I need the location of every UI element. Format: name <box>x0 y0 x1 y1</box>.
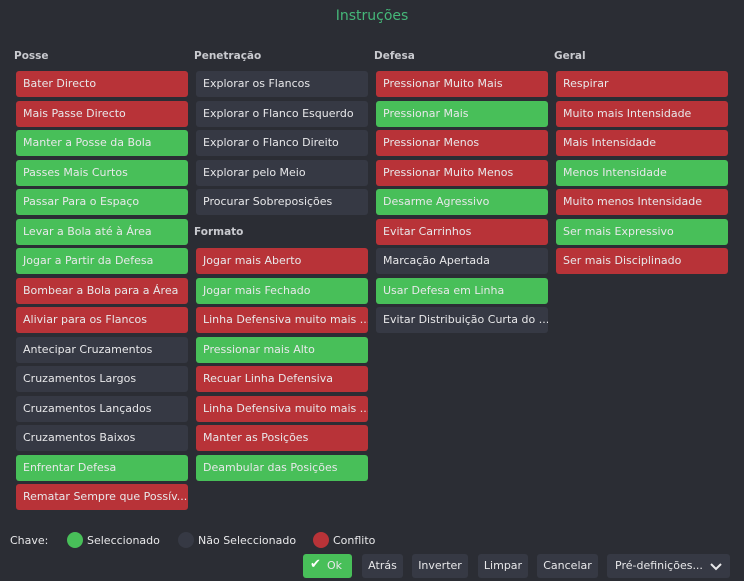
instruction-button[interactable]: Usar Defesa em Linha <box>376 277 548 304</box>
check-icon: ✔ <box>310 557 321 572</box>
instruction-button[interactable]: Menos Intensidade <box>556 159 728 186</box>
key-dot <box>313 532 329 548</box>
instruction-button[interactable]: Pressionar mais Alto <box>196 336 368 363</box>
key-dot <box>67 532 83 548</box>
instruction-button[interactable]: Mais Passe Directo <box>16 100 188 127</box>
instruction-button[interactable]: Mais Intensidade <box>556 130 728 156</box>
instruction-button[interactable]: Rematar Sempre que Possív... <box>16 484 188 510</box>
footer-button[interactable]: Pré-definições... <box>607 554 730 578</box>
instruction-button[interactable]: Evitar Distribuição Curta do ... <box>376 307 548 333</box>
instruction-button[interactable]: Aliviar para os Flancos <box>16 307 188 333</box>
instruction-button[interactable]: Cruzamentos Baixos <box>16 425 188 451</box>
instruction-button[interactable]: Bombear a Bola para a Área <box>16 277 188 304</box>
instruction-button[interactable]: Manter as Posições <box>196 425 368 451</box>
footer-button[interactable]: Limpar <box>478 554 528 578</box>
title: Instruções <box>335 8 409 24</box>
section-heading: Formato <box>194 225 244 238</box>
instruction-button[interactable]: Recuar Linha Defensiva <box>196 366 368 392</box>
instruction-button[interactable]: Muito menos Intensidade <box>556 189 728 215</box>
chevron <box>710 563 722 571</box>
instruction-button[interactable]: Ser mais Expressivo <box>556 218 728 245</box>
key-entry: Conflito <box>333 534 376 547</box>
instruction-button[interactable]: Pressionar Menos <box>376 130 548 156</box>
instruction-button[interactable]: Passes Mais Curtos <box>16 159 188 186</box>
instruction-button[interactable]: Levar a Bola até à Área <box>16 218 188 245</box>
instruction-button[interactable]: Procurar Sobreposições <box>196 189 368 215</box>
instruction-button[interactable]: Evitar Carrinhos <box>376 218 548 245</box>
instruction-button[interactable]: Passar Para o Espaço <box>16 189 188 215</box>
footer-button[interactable]: Ok <box>303 554 352 578</box>
footer-button[interactable]: Cancelar <box>537 554 598 578</box>
instruction-button[interactable]: Jogar a Partir da Defesa <box>16 248 188 274</box>
instruction-button[interactable]: Explorar pelo Meio <box>196 159 368 186</box>
instruction-button[interactable]: Linha Defensiva muito mais ... <box>196 307 368 333</box>
footer-button[interactable]: Inverter <box>412 554 468 578</box>
instruction-button[interactable]: Marcação Apertada <box>376 248 548 274</box>
instruction-button[interactable]: Respirar <box>556 71 728 97</box>
instruction-button[interactable]: Manter a Posse da Bola <box>16 130 188 156</box>
section-heading: Posse <box>14 50 49 62</box>
instruction-button[interactable]: Cruzamentos Largos <box>16 366 188 392</box>
instruction-button[interactable]: Jogar mais Aberto <box>196 248 368 274</box>
key-entry: Não Seleccionado <box>198 534 297 547</box>
instruction-button[interactable]: Pressionar Muito Menos <box>376 159 548 186</box>
instruction-button[interactable]: Desarme Agressivo <box>376 189 548 215</box>
section-heading: Geral <box>554 50 586 62</box>
key-dot <box>178 532 194 548</box>
instruction-button[interactable]: Deambular das Posições <box>196 454 368 481</box>
instruction-button[interactable]: Explorar o Flanco Esquerdo <box>196 100 368 127</box>
key-entry: Seleccionado <box>87 534 160 547</box>
instruction-button[interactable]: Linha Defensiva muito mais ... <box>196 395 368 422</box>
instruction-button[interactable]: Pressionar Muito Mais <box>376 71 548 97</box>
section-heading: Penetração <box>194 50 262 62</box>
key-label: Chave: <box>10 534 49 547</box>
instruction-button[interactable]: Pressionar Mais <box>376 100 548 127</box>
instruction-button[interactable]: Ser mais Disciplinado <box>556 248 728 274</box>
instruction-button[interactable]: Explorar o Flanco Direito <box>196 130 368 156</box>
instruction-button[interactable]: Jogar mais Fechado <box>196 277 368 304</box>
instruction-button[interactable]: Bater Directo <box>16 71 188 97</box>
footer-button[interactable]: Atrás <box>362 554 403 578</box>
instruction-button[interactable]: Enfrentar Defesa <box>16 454 188 481</box>
instruction-button[interactable]: Muito mais Intensidade <box>556 100 728 127</box>
instruction-button[interactable]: Cruzamentos Lançados <box>16 395 188 422</box>
instruction-button[interactable]: Antecipar Cruzamentos <box>16 336 188 363</box>
section-heading: Defesa <box>374 50 415 62</box>
instruction-button[interactable]: Explorar os Flancos <box>196 71 368 97</box>
